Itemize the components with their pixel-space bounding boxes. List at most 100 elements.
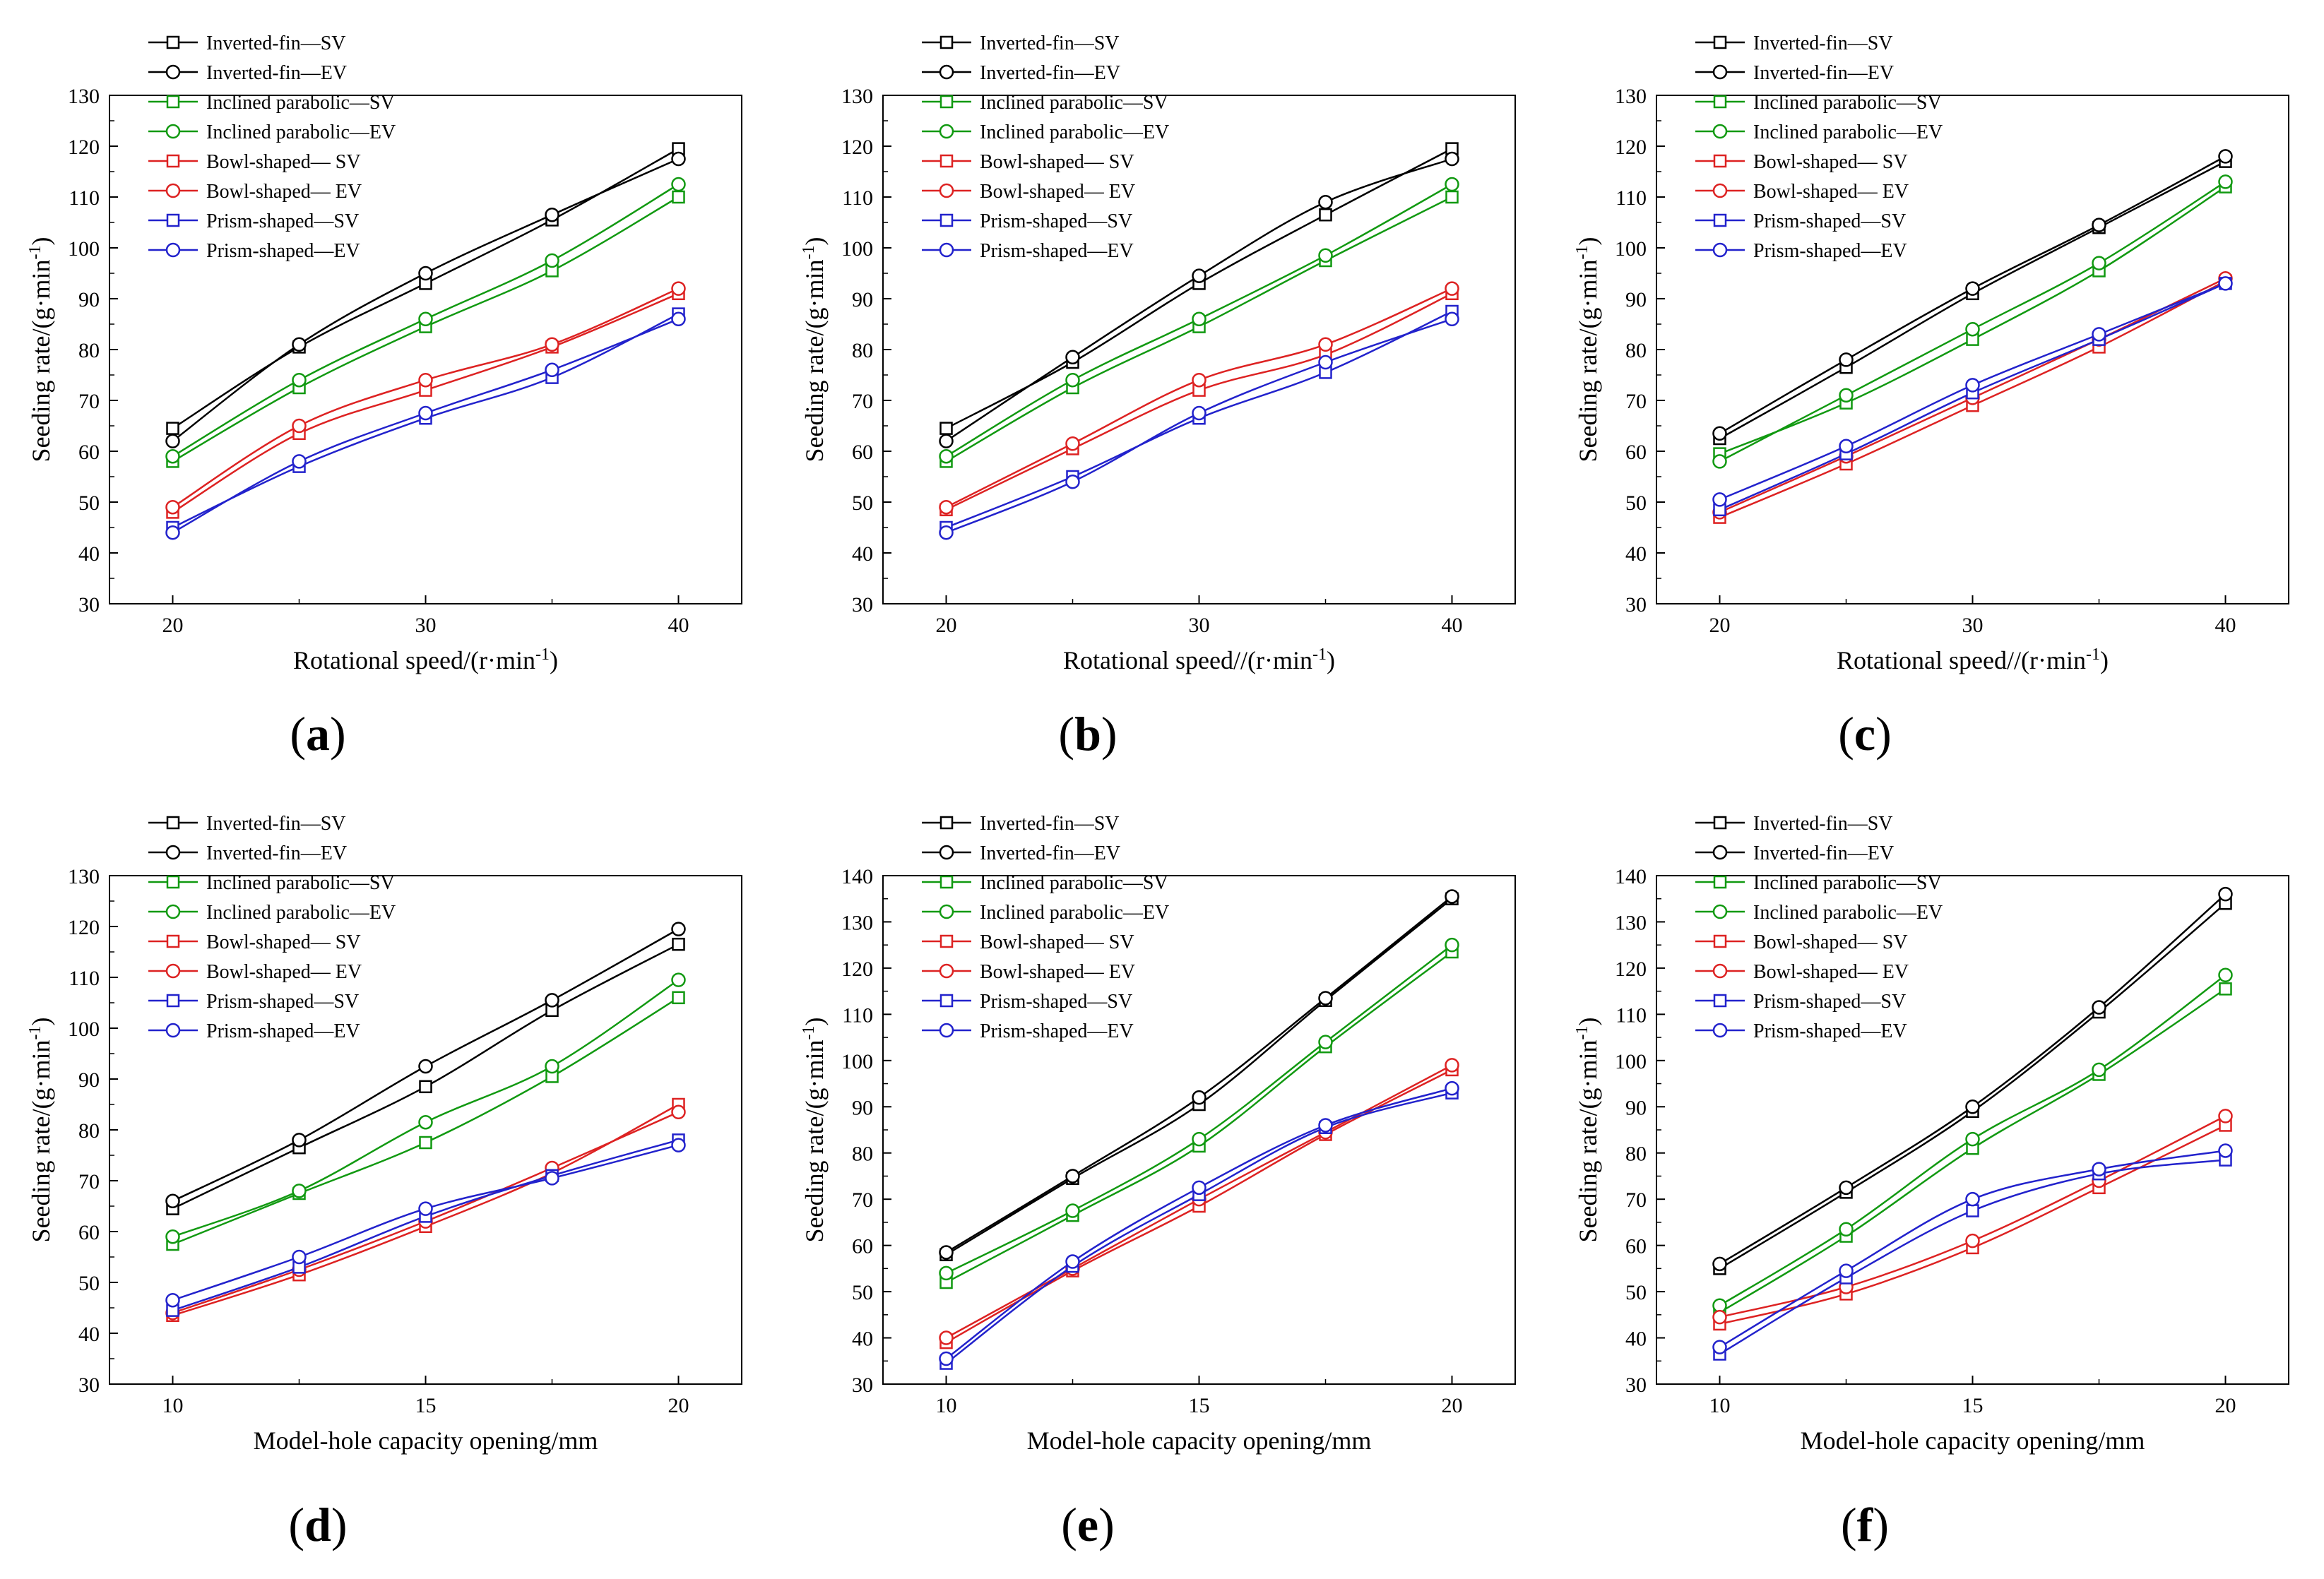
chart-svg-b: 30 40 50 60 70 80 90 100 110 120 130 20 30 40 Rotation… <box>800 32 1516 674</box>
y-tick-label: 50 <box>1625 491 1647 515</box>
legend-label: Bowl-shaped— SV <box>206 151 361 173</box>
data-point <box>1192 311 1207 327</box>
legend-marker <box>939 183 954 198</box>
data-point <box>2218 967 2233 982</box>
y-tick-label: 40 <box>1625 1328 1647 1351</box>
data-point <box>165 499 180 515</box>
data-point <box>2092 256 2106 270</box>
data-point <box>165 1193 180 1209</box>
data-point <box>1839 439 1854 454</box>
data-point <box>418 405 433 421</box>
x-axis-label: Model-hole capacity opening/mm <box>1027 1426 1372 1455</box>
legend-label: Inclined parabolic—SV <box>980 92 1168 114</box>
y-tick-label: 100 <box>1615 1050 1647 1073</box>
data-point <box>1192 372 1207 388</box>
x-tick-label: 15 <box>415 1394 437 1417</box>
legend-label: Inverted-fin—EV <box>1753 62 1894 84</box>
data-point <box>672 937 685 951</box>
y-tick-label: 50 <box>78 491 100 515</box>
x-tick-label: 20 <box>2215 1394 2236 1417</box>
legend-label: Inverted-fin—SV <box>206 813 346 835</box>
y-tick-label: 80 <box>78 1119 100 1143</box>
x-axis-label: Rotational speed//(r·min-1) <box>1063 645 1335 674</box>
legend-marker <box>939 875 954 889</box>
legend-marker <box>165 124 181 139</box>
y-tick-label: 140 <box>1615 865 1647 888</box>
caption-letter: d <box>304 1498 331 1551</box>
data-point <box>1839 1180 1854 1196</box>
legend-marker <box>939 904 954 919</box>
plot-frame <box>1656 95 2289 604</box>
y-tick-label: 120 <box>1615 136 1647 159</box>
legend-marker <box>939 64 954 80</box>
data-point <box>419 1136 432 1150</box>
legend-marker <box>1713 35 1727 49</box>
y-tick-label: 100 <box>68 1018 100 1041</box>
data-point <box>1712 454 1727 469</box>
x-tick-label: 30 <box>1189 614 1210 637</box>
data-point <box>1065 436 1080 451</box>
series-line <box>172 943 680 1210</box>
y-tick-label: 30 <box>852 1374 873 1397</box>
legend-label: Inverted-fin—SV <box>1753 32 1893 54</box>
data-point <box>671 177 686 192</box>
legend-marker <box>939 95 954 109</box>
data-point <box>1445 190 1459 204</box>
data-point <box>1192 1131 1207 1147</box>
legend-label: Inverted-fin—EV <box>206 62 347 84</box>
y-tick-label: 60 <box>1625 1235 1647 1258</box>
data-point <box>2092 1062 2106 1078</box>
series-line <box>172 979 680 1238</box>
y-tick-label: 40 <box>78 542 100 566</box>
y-axis-label: Seeding rate/(g·min-1) <box>1573 1018 1602 1243</box>
data-point <box>939 1245 954 1260</box>
y-axis-label: Seeding rate/(g·min-1) <box>26 237 55 463</box>
legend-label: Prism-shaped—EV <box>206 240 360 262</box>
data-point <box>1065 1203 1080 1218</box>
data-point <box>292 337 307 352</box>
data-point <box>1965 1233 1980 1249</box>
chart-panel-a: 30 40 50 60 70 80 90 100 110 120 130 20 30 40 Rotation… <box>0 0 773 706</box>
y-axis-label: Seeding rate/(g·min-1) <box>26 1018 55 1243</box>
data-point <box>1445 177 1459 192</box>
legend-marker <box>165 183 181 198</box>
x-axis-label: Model-hole capacity opening/mm <box>1801 1426 2145 1455</box>
y-tick-label: 80 <box>852 339 873 362</box>
chart-panel-d: 30 40 50 60 70 80 90 100 110 120 130 10 15 20 Model-ho… <box>0 780 773 1486</box>
data-point <box>671 972 686 987</box>
legend-marker <box>1712 904 1728 919</box>
y-tick-label: 30 <box>78 1374 100 1397</box>
data-point <box>166 422 179 435</box>
data-point <box>1445 281 1459 296</box>
data-point <box>939 525 954 540</box>
legend-marker <box>165 904 181 919</box>
legend-label: Bowl-shaped— SV <box>980 931 1134 953</box>
data-point <box>1839 1263 1854 1278</box>
chart-svg-f: 30 40 50 60 70 80 90 100 110 120 130 140 10 15 20 Model… <box>1573 813 2289 1455</box>
panel-caption-b: (b) <box>1058 707 1117 761</box>
legend-label: Inclined parabolic—EV <box>980 902 1169 924</box>
x-tick-label: 20 <box>668 1394 689 1417</box>
legend-label: Bowl-shaped— SV <box>1753 931 1908 953</box>
legend-marker <box>939 213 954 227</box>
plot-frame <box>882 95 1516 604</box>
y-axis-label: Seeding rate/(g·min-1) <box>1573 237 1602 463</box>
legend-marker <box>1713 994 1727 1008</box>
data-point <box>1966 1204 1979 1217</box>
data-point <box>1192 405 1207 421</box>
data-point <box>1318 194 1333 210</box>
panel-caption-c: (c) <box>1838 707 1892 761</box>
data-point <box>165 448 180 464</box>
legend-label: Bowl-shaped— EV <box>206 181 362 203</box>
panel-caption-e: (e) <box>1061 1498 1115 1551</box>
legend-label: Prism-shaped—SV <box>1753 991 1906 1013</box>
legend-marker <box>166 154 180 168</box>
data-point <box>165 434 180 448</box>
data-point <box>939 499 954 515</box>
data-point <box>1065 474 1080 489</box>
y-tick-label: 60 <box>852 1235 873 1258</box>
data-point <box>1445 151 1459 167</box>
y-tick-label: 80 <box>78 339 100 362</box>
y-tick-label: 40 <box>1625 542 1647 566</box>
y-tick-label: 30 <box>1625 593 1647 616</box>
